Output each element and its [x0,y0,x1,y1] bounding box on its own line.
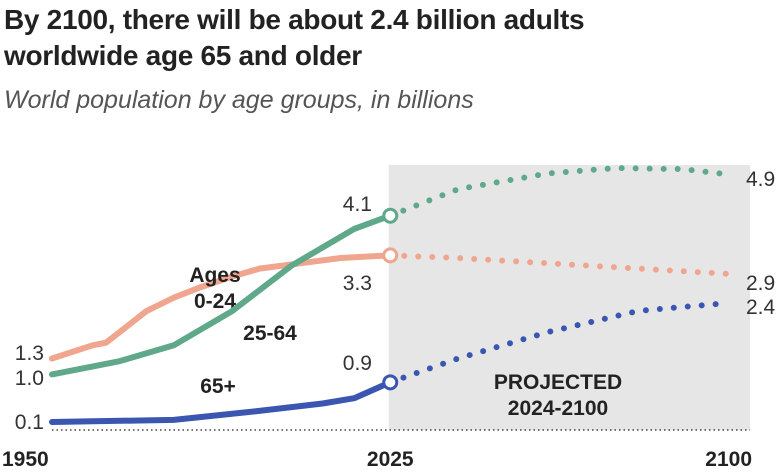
x-tick-label-2025: 2025 [367,448,414,471]
end-value-label-0: 2.9 [746,272,775,295]
series-projection-dots-1 [387,165,732,219]
start-value-label-1: 1.0 [15,367,44,390]
title-line-2: worldwide age 65 and older [4,40,362,71]
current-value-label-0: 3.3 [343,272,372,295]
current-value-label-2: 0.9 [343,352,372,375]
series-name-label-2: 65+ [200,375,236,398]
start-value-label-2: 0.1 [15,411,44,434]
projection-shade [388,165,750,430]
current-marker-1 [382,207,399,224]
x-tick-label-2100: 2100 [705,448,752,471]
series-line-2 [49,379,394,425]
series-projection-dots-2 [387,299,732,386]
series-name-label-0: 0-24 [194,290,236,313]
series-line-0 [49,252,394,362]
series-name-label-1: 25-64 [243,322,297,345]
series-line-1 [49,212,394,378]
start-value-label-0: 1.3 [15,342,44,365]
chart-subtitle: World population by age groups, in billi… [4,86,474,114]
chart-title: By 2100, there will be about 2.4 billion… [4,2,585,74]
x-tick-label-1950: 1950 [2,448,49,471]
current-value-label-1: 4.1 [343,193,372,216]
title-line-1: By 2100, there will be about 2.4 billion… [4,4,585,35]
end-value-label-2: 2.4 [746,296,776,319]
series-name-label-0: Ages [189,264,240,287]
current-marker-0 [382,247,399,264]
projected-range-label: 2024-2100 [508,397,608,420]
current-marker-2 [382,374,399,391]
projected-label: PROJECTED [494,371,622,394]
series-projection-dots-0 [387,252,732,277]
end-value-label-1: 4.9 [746,168,775,191]
